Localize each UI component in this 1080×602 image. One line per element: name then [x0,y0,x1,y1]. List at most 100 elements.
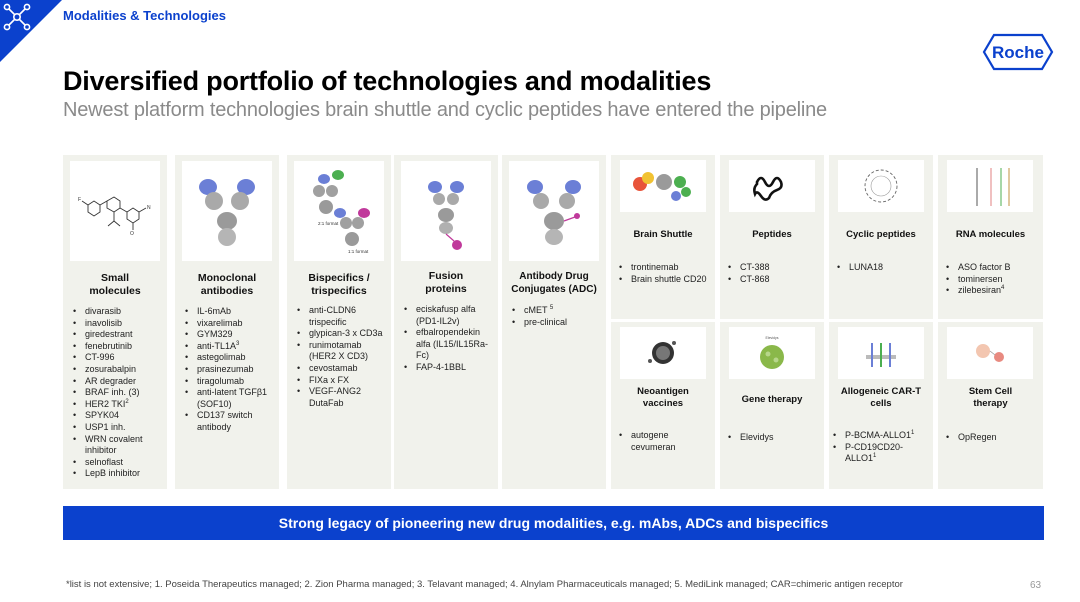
list-item: SPYK04 [71,410,163,422]
list-item: autogene cevumeran [617,430,713,453]
cell-heading: Peptides [752,229,792,240]
cyclic-peptide-image [838,160,924,212]
list-item: glypican-3 x CD3a [295,328,387,340]
list-item: CT-996 [71,352,163,364]
format-1-1-label: 1:1 format [348,249,369,254]
cell-cyclic-peptides: Cyclic peptides LUNA18 [829,155,933,319]
list-item: Elevidys [726,432,822,444]
gene-image-label: Elevidys [765,336,778,340]
list-item: cevostamab [295,363,387,375]
vaccine-image [620,327,706,379]
column-heading: Fusion proteins [425,270,467,295]
list-item: astegolimab [183,352,275,364]
list-item: fenebrutinib [71,341,163,353]
list-item: Brain shuttle CD20 [617,274,713,286]
cell-heading: Gene therapy [741,394,803,405]
car-t-image [838,327,924,379]
list-item: inavolisib [71,318,163,330]
list-item: pre-clinical [510,317,602,329]
cell-rna-molecules: RNA molecules ASO factor B tominersen zi… [938,155,1043,319]
list-item: CT-868 [726,274,822,286]
list-item: selnoflast [71,457,163,469]
svg-text:F: F [78,197,81,203]
stem-cell-image [947,327,1033,379]
cell-gene-therapy: Elevidys Gene therapy Elevidys [720,322,824,489]
list-item: vixarelimab [183,318,275,330]
list-item: LepB inhibitor [71,468,163,480]
column-heading: Monoclonal antibodies [197,272,257,297]
column-heading: Small molecules [89,272,141,297]
list-item: runimotamab (HER2 X CD3) [295,340,387,363]
list-item: anti-latent TGFβ1 (SOF10) [183,387,275,410]
bispecific-image: 2:1 format 1:1 format [294,161,384,261]
list-item: AR degrader [71,376,163,388]
neoantigen-list: autogene cevumeran [617,430,713,453]
column-heading: Antibody Drug Conjugates (ADC) [511,271,597,295]
legacy-banner: Strong legacy of pioneering new drug mod… [63,506,1044,540]
rna-image [947,160,1033,212]
small-molecules-list: divarasib inavolisib giredestrant fenebr… [71,306,163,480]
list-item: trontinemab [617,262,713,274]
adc-image [509,161,599,261]
car-t-list: P-BCMA-ALLO11 P-CD19CD20-ALLO11 [831,430,931,465]
list-item: FIXa x FX [295,375,387,387]
cell-heading: Cyclic peptides [846,229,916,240]
list-item: anti-CLDN6 trispecific [295,305,387,328]
column-bispecifics: 2:1 format 1:1 format Bispecifics / trisp… [287,155,391,489]
gene-therapy-image: Elevidys [729,327,815,379]
page-title: Diversified portfolio of technologies an… [63,66,712,96]
list-item: ASO factor B [944,262,1040,274]
list-item: FAP-4-1BBL [402,362,494,374]
network-icon [3,3,31,31]
list-item: tiragolumab [183,376,275,388]
logo-text: Roche [992,43,1044,62]
monoclonal-list: IL-6mAb vixarelimab GYM329 anti-TL1A3 as… [183,306,275,434]
brain-shuttle-list: trontinemab Brain shuttle CD20 [617,262,713,285]
list-item: BRAF inh. (3) [71,387,163,399]
cell-heading: RNA molecules [955,229,1026,240]
list-item: VEGF-ANG2 DutaFab [295,386,387,409]
list-item: CT-388 [726,262,822,274]
list-item: zosurabalpin [71,364,163,376]
list-item: P-CD19CD20-ALLO11 [831,442,931,465]
list-item: WRN covalent inhibitor [71,434,163,457]
cell-heading: Allogeneic CAR-T cells [840,386,922,409]
section-label: Modalities & Technologies [63,8,227,23]
list-item: CD137 switch antibody [183,410,275,433]
list-item: P-BCMA-ALLO11 [831,430,931,442]
list-item: LUNA18 [835,262,931,274]
list-item: tominersen [944,274,1040,286]
page-number: 63 [1030,580,1042,591]
small-molecule-structure-image: F N O [70,161,160,261]
list-item: zilebesiran4 [944,285,1040,297]
gene-therapy-list: Elevidys [726,432,822,444]
page-subtitle: Newest platform technologies brain shutt… [63,99,827,121]
antibody-image [182,161,272,261]
list-item: eciskafusp alfa (PD1-IL2v) [402,304,494,327]
fusion-protein-image [401,161,491,261]
list-item: cMET 5 [510,305,602,317]
roche-logo: Roche [982,33,1054,71]
footnote: *list is not extensive; 1. Poseida Thera… [66,579,903,590]
fusion-list: eciskafusp alfa (PD1-IL2v) efbalropendek… [402,304,494,374]
bispecifics-list: anti-CLDN6 trispecific glypican-3 x CD3a… [295,305,387,409]
list-item: IL-6mAb [183,306,275,318]
list-item: divarasib [71,306,163,318]
svg-text:N: N [147,205,151,211]
list-item: efbalropendekin alfa (IL15/IL15Ra-Fc) [402,327,494,362]
format-2-1-label: 2:1 format [318,221,339,226]
cell-brain-shuttle: Brain Shuttle trontinemab Brain shuttle … [611,155,715,319]
list-item: OpRegen [944,432,1040,444]
cell-heading: Stem Cell therapy [968,386,1013,409]
rna-list: ASO factor B tominersen zilebesiran4 [944,262,1040,297]
peptides-list: CT-388 CT-868 [726,262,822,285]
brain-shuttle-image [620,160,706,212]
adc-list: cMET 5 pre-clinical [510,305,602,328]
list-item: HER2 TKI2 [71,399,163,411]
